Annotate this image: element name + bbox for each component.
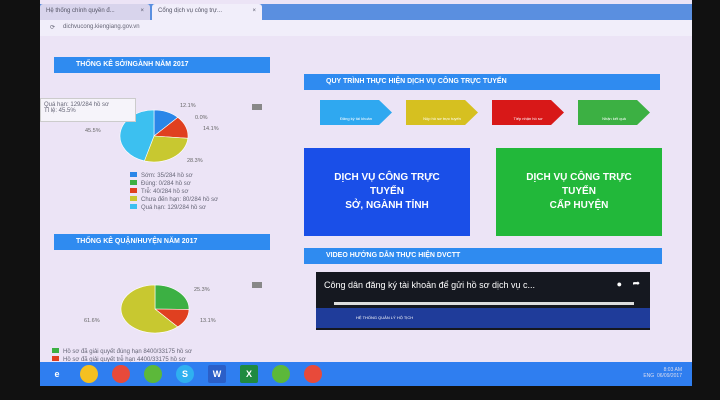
close-icon[interactable]: ×: [252, 8, 256, 14]
pie-label: 12.1%: [180, 103, 196, 109]
skype-icon[interactable]: S: [176, 365, 194, 383]
legend-swatch: [130, 204, 137, 209]
process-step[interactable]: Đăng ký tài khoản: [320, 100, 392, 125]
video-progress[interactable]: [334, 302, 634, 305]
pie-chart-department: [119, 109, 189, 163]
menu-icon[interactable]: [252, 282, 262, 288]
legend-item: Đúng: 0/284 hồ sơ: [130, 180, 218, 188]
pie-label: 25.3%: [194, 287, 210, 293]
pie-slice-3[interactable]: [143, 135, 189, 163]
pie-slice-2[interactable]: [120, 284, 179, 334]
tab-2[interactable]: Cổng dịch vụ công trự... ×: [152, 4, 262, 20]
service-district-button[interactable]: DỊCH VỤ CÔNG TRỰC TUYẾN CẤP HUYỆN: [496, 148, 662, 236]
menu-icon[interactable]: [252, 104, 262, 110]
folder-icon[interactable]: [80, 365, 98, 383]
pie-label: 61.6%: [84, 318, 100, 324]
legend-item: Sớm: 35/284 hồ sơ: [130, 172, 218, 180]
reload-icon[interactable]: ⟳: [50, 25, 56, 31]
address-bar[interactable]: ⟳ dichvucong.kiengiang.gov.vn: [40, 20, 692, 36]
system-tray[interactable]: ENG 8:03 AM 06/09/2017: [643, 367, 682, 379]
legend-swatch: [130, 172, 137, 177]
tab-1[interactable]: Hệ thống chính quyền đ... ×: [40, 4, 150, 20]
chrome-icon[interactable]: [304, 365, 322, 383]
legend-swatch: [130, 196, 137, 201]
pie-label: 14.1%: [203, 126, 219, 132]
process-step[interactable]: Tiếp nhận hồ sơ: [492, 100, 564, 125]
chrome-icon[interactable]: [112, 365, 130, 383]
legend-swatch: [130, 188, 137, 193]
pie-slice-0[interactable]: [154, 284, 190, 310]
app-icon[interactable]: [272, 365, 290, 383]
pie-label: 13.1%: [200, 318, 216, 324]
legend-item: Quá hạn: 129/284 hồ sơ: [130, 204, 218, 212]
process-title: QUY TRÌNH THỰC HIỆN DỊCH VỤ CÔNG TRỰC TU…: [304, 74, 660, 90]
clock-icon[interactable]: ●: [616, 279, 622, 289]
pie-label: 28.3%: [187, 158, 203, 164]
word-icon[interactable]: W: [208, 365, 226, 383]
excel-icon[interactable]: X: [240, 365, 258, 383]
legend-swatch: [130, 180, 137, 185]
service-province-button[interactable]: DỊCH VỤ CÔNG TRỰC TUYẾN SỞ, NGÀNH TỈNH: [304, 148, 470, 236]
legend-item: Trễ: 40/284 hồ sơ: [130, 188, 218, 196]
pie-slice-4[interactable]: [119, 109, 155, 162]
process-step[interactable]: Nộp hồ sơ trực tuyến: [406, 100, 478, 125]
legend-district: Hồ sơ đã giải quyết đúng hạn 8400/33175 …: [52, 348, 192, 364]
stats-district-title: THỐNG KÊ QUẬN/HUYỆN NĂM 2017: [54, 234, 270, 250]
video-strip: HỆ THỐNG QUẢN LÝ HỘ TỊCH: [316, 308, 650, 328]
app-icon[interactable]: [144, 365, 162, 383]
taskbar: e S W X ENG 8:03 AM 06/09/2017: [40, 362, 692, 386]
legend-item: Chưa đến hạn: 80/284 hồ sơ: [130, 196, 218, 204]
screen: Hệ thống chính quyền đ... × Cổng dịch vụ …: [40, 0, 692, 386]
pie-label: 45.5%: [85, 128, 101, 134]
pie-chart-district: [120, 284, 190, 334]
share-icon[interactable]: ➦: [632, 278, 640, 288]
chart-tooltip: Quá hạn: 129/284 hồ sơ Tỉ lệ: 45.5%: [40, 98, 136, 122]
legend-department: Sớm: 35/284 hồ sơ Đúng: 0/284 hồ sơ Trễ: 4…: [130, 172, 218, 212]
video-title: VIDEO HƯỚNG DẪN THỰC HIỆN DVCTT: [304, 248, 662, 264]
close-icon[interactable]: ×: [140, 8, 144, 14]
video-caption: Công dân đăng ký tài khoản để gửi hồ sơ …: [324, 280, 536, 290]
video-player[interactable]: Công dân đăng ký tài khoản để gửi hồ sơ …: [316, 272, 650, 330]
stats-department-title: THỐNG KÊ SỞ/NGÀNH NĂM 2017: [54, 57, 270, 73]
url: dichvucong.kiengiang.gov.vn: [63, 24, 140, 30]
process-step[interactable]: Nhận kết quả: [578, 100, 650, 125]
browser-tabs: Hệ thống chính quyền đ... × Cổng dịch vụ …: [40, 4, 692, 20]
ie-icon[interactable]: e: [54, 369, 60, 379]
pie-label: 0.0%: [195, 115, 208, 121]
